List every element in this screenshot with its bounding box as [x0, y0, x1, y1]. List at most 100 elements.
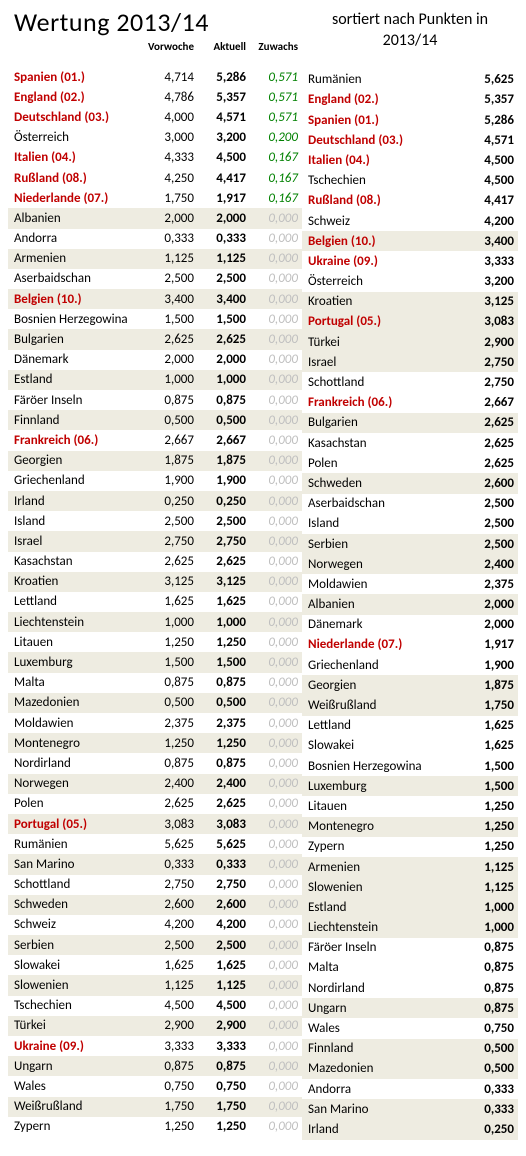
table-row: Belgien (10.)3,4003,4000,000 — [8, 289, 302, 309]
country-cell: Moldawien — [308, 577, 458, 592]
value-cell: 3,125 — [458, 294, 514, 309]
country-cell: Norwegen — [308, 557, 458, 572]
prev-cell: 2,750 — [142, 877, 194, 892]
value-cell: 1,500 — [458, 759, 514, 774]
curr-cell: 3,083 — [194, 817, 246, 832]
table-row: Deutschland (03.)4,571 — [302, 130, 518, 150]
value-cell: 0,875 — [458, 960, 514, 975]
country-cell: Italien (04.) — [308, 153, 458, 168]
country-cell: Polen — [308, 456, 458, 471]
table-row: Litauen1,250 — [302, 796, 518, 816]
table-row: Montenegro1,2501,2500,000 — [8, 733, 302, 753]
diff-cell: 0,000 — [246, 998, 298, 1013]
table-row: Slowakei1,625 — [302, 736, 518, 756]
curr-cell: 2,667 — [194, 433, 246, 448]
prev-cell: 1,875 — [142, 453, 194, 468]
diff-cell: 0,000 — [246, 917, 298, 932]
prev-cell: 3,125 — [142, 574, 194, 589]
country-cell: Finnland — [308, 1041, 458, 1056]
table-row: Schweden2,6002,6000,000 — [8, 895, 302, 915]
table-row: Schottland2,7502,7500,000 — [8, 875, 302, 895]
prev-cell: 3,083 — [142, 817, 194, 832]
country-cell: Nordirland — [14, 756, 142, 771]
curr-cell: 0,875 — [194, 393, 246, 408]
table-row: Estland1,0001,0000,000 — [8, 370, 302, 390]
prev-cell: 0,333 — [142, 231, 194, 246]
value-cell: 0,875 — [458, 981, 514, 996]
country-cell: Ungarn — [14, 1059, 142, 1074]
country-cell: Israel — [14, 534, 142, 549]
diff-cell: 0,000 — [246, 473, 298, 488]
prev-cell: 2,600 — [142, 897, 194, 912]
curr-cell: 4,200 — [194, 917, 246, 932]
country-cell: Griechenland — [308, 658, 458, 673]
table-row: Österreich3,0003,2000,200 — [8, 128, 302, 148]
country-cell: Belgien (10.) — [308, 234, 458, 249]
value-cell: 0,333 — [458, 1082, 514, 1097]
value-cell: 0,250 — [458, 1122, 514, 1137]
table-row: Island2,5002,5000,000 — [8, 511, 302, 531]
country-cell: Tschechien — [14, 998, 142, 1013]
table-row: Andorra0,3330,3330,000 — [8, 229, 302, 249]
country-cell: Luxemburg — [14, 655, 142, 670]
diff-cell: 0,200 — [246, 130, 298, 145]
country-cell: Polen — [14, 796, 142, 811]
title-left: Wertung 2013/14 — [8, 6, 302, 38]
diff-cell: 0,000 — [246, 554, 298, 569]
value-cell: 1,900 — [458, 658, 514, 673]
country-cell: Georgien — [14, 453, 142, 468]
diff-cell: 0,000 — [246, 756, 298, 771]
curr-cell: 2,600 — [194, 897, 246, 912]
country-cell: Norwegen — [14, 776, 142, 791]
value-cell: 0,875 — [458, 1001, 514, 1016]
diff-cell: 0,571 — [246, 90, 298, 105]
country-cell: Zypern — [14, 1119, 142, 1134]
table-row: Italien (04.)4,3334,5000,167 — [8, 148, 302, 168]
diff-cell: 0,000 — [246, 534, 298, 549]
country-cell: Aserbaidschan — [308, 496, 458, 511]
table-row: Mazedonien0,5000,5000,000 — [8, 693, 302, 713]
diff-cell: 0,000 — [246, 372, 298, 387]
curr-cell: 1,625 — [194, 594, 246, 609]
value-cell: 2,000 — [458, 597, 514, 612]
right-table-body: Rumänien5,625England (02.)5,357Spanien (… — [302, 70, 518, 1140]
diff-cell: 0,000 — [246, 796, 298, 811]
prev-cell: 0,875 — [142, 756, 194, 771]
prev-cell: 0,875 — [142, 1059, 194, 1074]
value-cell: 0,500 — [458, 1041, 514, 1056]
prev-cell: 2,500 — [142, 271, 194, 286]
table-row: Irland0,2500,2500,000 — [8, 491, 302, 511]
value-cell: 3,333 — [458, 254, 514, 269]
header-curr: Aktuell — [194, 40, 246, 53]
diff-cell: 0,571 — [246, 70, 298, 85]
prev-cell: 2,625 — [142, 796, 194, 811]
country-cell: Montenegro — [308, 819, 458, 834]
value-cell: 1,625 — [458, 738, 514, 753]
prev-cell: 2,625 — [142, 554, 194, 569]
country-cell: Niederlande (07.) — [308, 637, 458, 652]
diff-cell: 0,167 — [246, 191, 298, 206]
value-cell: 4,500 — [458, 153, 514, 168]
curr-cell: 5,286 — [194, 70, 246, 85]
prev-cell: 2,625 — [142, 332, 194, 347]
table-row: Mazedonien0,500 — [302, 1059, 518, 1079]
country-cell: Tschechien — [308, 173, 458, 188]
prev-cell: 1,625 — [142, 958, 194, 973]
country-cell: Niederlande (07.) — [14, 191, 142, 206]
value-cell: 1,000 — [458, 920, 514, 935]
table-row: Ukraine (09.)3,3333,3330,000 — [8, 1036, 302, 1056]
diff-cell: 0,000 — [246, 837, 298, 852]
table-row: Aserbaidschan2,5002,5000,000 — [8, 269, 302, 289]
table-row: Estland1,000 — [302, 897, 518, 917]
curr-cell: 1,000 — [194, 372, 246, 387]
country-cell: Österreich — [14, 130, 142, 145]
diff-cell: 0,000 — [246, 211, 298, 226]
country-cell: Belgien (10.) — [14, 292, 142, 307]
curr-cell: 0,500 — [194, 695, 246, 710]
table-row: Irland0,250 — [302, 1119, 518, 1139]
curr-cell: 2,500 — [194, 938, 246, 953]
value-cell: 3,200 — [458, 274, 514, 289]
diff-cell: 0,000 — [246, 1099, 298, 1114]
table-row: Portugal (05.)3,0833,0830,000 — [8, 814, 302, 834]
curr-cell: 1,000 — [194, 615, 246, 630]
